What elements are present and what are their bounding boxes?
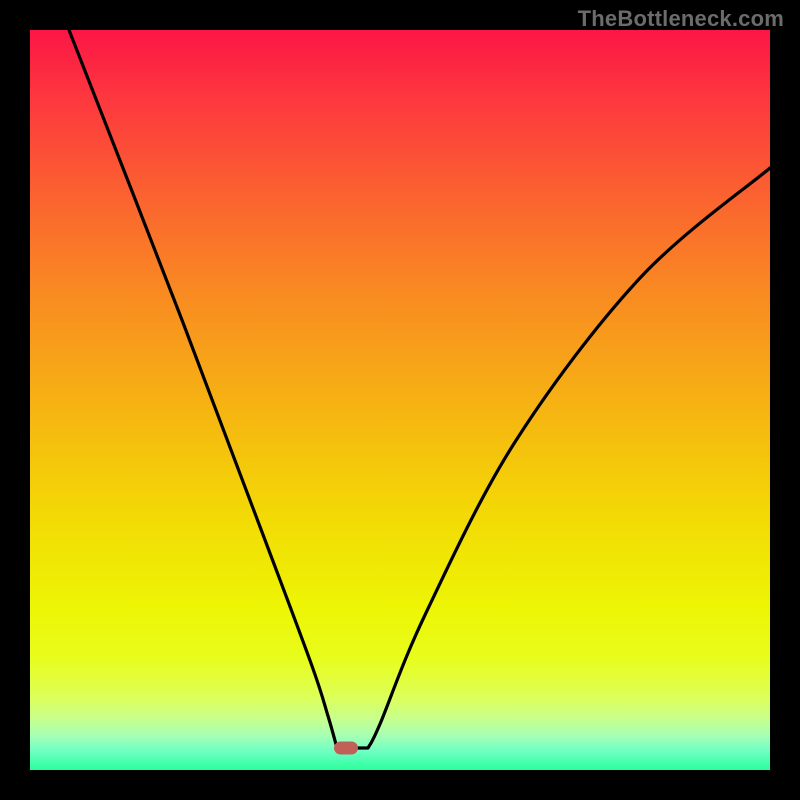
plot-area [30, 30, 770, 770]
optimal-point-marker [334, 742, 358, 755]
watermark-text: TheBottleneck.com [578, 6, 784, 32]
gradient-background [30, 30, 770, 770]
bottleneck-chart [30, 30, 770, 770]
